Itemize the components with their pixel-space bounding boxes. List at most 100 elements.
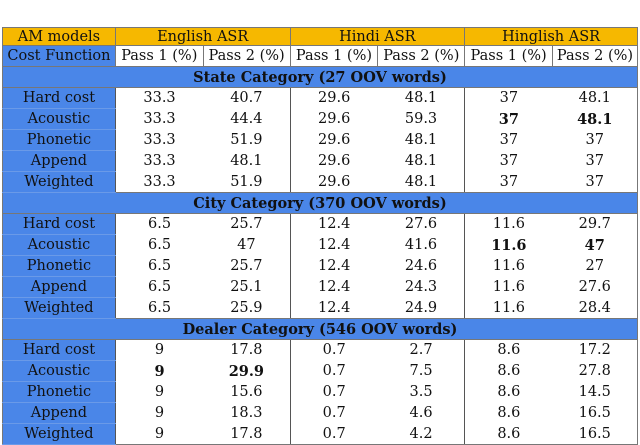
value-cell: 37 [464, 171, 553, 193]
value-cell: 8.6 [497, 363, 521, 379]
cost-function-label: Append [2, 150, 116, 172]
value-cell: 4.6 [377, 402, 466, 424]
pass-header: Pass 2 (%) [552, 45, 638, 67]
value-cell: 25.7 [203, 255, 291, 277]
value-cell: 8.6 [497, 405, 521, 421]
pass-header: Pass 1 (%) [114, 45, 204, 67]
value-cell: 33.3 [115, 171, 204, 193]
cost-function-label: Phonetic [2, 129, 116, 151]
value-cell: 29.6 [318, 132, 351, 148]
value-cell: 29.7 [552, 213, 638, 235]
table-row: Hard cost 33.3 40.7 29.6 48.1 37 48.1 [2, 87, 638, 109]
pass-header: Pass 2 (%) [202, 45, 291, 67]
hindi-asr-header: Hindi ASR [289, 27, 466, 46]
subheader-row: Cost Function Pass 1 (%) Pass 2 (%) Pass… [2, 45, 638, 67]
value-cell: 15.6 [203, 381, 291, 403]
value-cell: 37 [498, 110, 519, 128]
table-row: Append 6.5 25.1 12.4 24.3 11.6 27.6 [2, 276, 638, 298]
value-cell: 6.5 [147, 216, 172, 233]
value-cell: 6.5 [147, 258, 172, 274]
value-cell: 11.6 [464, 297, 553, 319]
value-cell: 48.1 [377, 129, 466, 151]
value-cell: 11.6 [492, 216, 526, 233]
table-row: Hard cost 6.5 25.7 12.4 27.6 11.6 29.7 [2, 213, 638, 235]
table-row: Acoustic 33.3 44.4 29.6 59.3 37 48.1 [2, 108, 638, 130]
value-cell: 37 [552, 171, 638, 193]
value-cell: 51.9 [203, 129, 291, 151]
pass-header: Pass 1 (%) [464, 45, 554, 67]
cost-function-label: Weighted [2, 171, 116, 193]
value-cell: 11.6 [492, 279, 526, 295]
value-cell: 29.6 [290, 171, 378, 193]
value-cell: 27 [552, 255, 638, 277]
category-row: Dealer Category (546 OOV words) [2, 318, 638, 340]
table-row: Phonetic 6.5 25.7 12.4 24.6 11.6 27 [2, 255, 638, 277]
header-row: AM models English ASR Hindi ASR Hinglish… [2, 27, 638, 46]
value-cell: 37 [499, 132, 519, 148]
table-row: Weighted 9 17.8 0.7 4.2 8.6 16.5 [2, 423, 638, 445]
value-cell: 37 [499, 153, 519, 169]
cost-function-label: Append [2, 276, 116, 298]
cost-function-label: Hard cost [2, 339, 116, 361]
value-cell: 18.3 [203, 402, 291, 424]
value-cell: 29.9 [203, 360, 291, 382]
value-cell: 33.3 [143, 132, 176, 148]
cost-function-label: Acoustic [2, 360, 116, 382]
value-cell: 0.7 [322, 342, 346, 359]
value-cell: 27.8 [552, 360, 638, 382]
value-cell: 3.5 [377, 381, 466, 403]
value-cell: 27.6 [552, 276, 638, 298]
value-cell: 7.5 [377, 360, 466, 382]
value-cell: 48.1 [203, 150, 291, 172]
value-cell: 9 [154, 342, 165, 359]
value-cell: 14.5 [552, 381, 638, 403]
cost-function-label: Weighted [2, 423, 116, 445]
value-cell: 47 [203, 234, 291, 256]
value-cell: 17.8 [203, 423, 291, 445]
value-cell: 47 [552, 234, 638, 256]
value-cell: 37 [552, 129, 638, 151]
cost-function-label: Phonetic [2, 255, 116, 277]
value-cell: 16.5 [552, 423, 638, 445]
value-cell: 6.5 [147, 279, 172, 295]
value-cell: 25.9 [203, 297, 291, 319]
value-cell: 9 [154, 405, 165, 421]
value-cell: 48.1 [552, 87, 638, 109]
value-cell: 12.4 [318, 258, 351, 274]
table-row: Weighted 33.3 51.9 29.6 48.1 37 37 [2, 171, 638, 193]
cost-function-header: Cost Function [2, 45, 116, 67]
value-cell: 0.7 [322, 363, 346, 379]
value-cell: 37 [552, 150, 638, 172]
value-cell: 6.5 [147, 237, 172, 253]
value-cell: 37 [499, 90, 519, 107]
value-cell: 11.6 [492, 258, 526, 274]
cost-function-label: Weighted [2, 297, 116, 319]
value-cell: 33.3 [143, 153, 176, 169]
value-cell: 9 [154, 384, 165, 400]
value-cell: 33.3 [143, 90, 176, 107]
value-cell: 17.8 [203, 339, 291, 361]
value-cell: 29.6 [318, 90, 351, 107]
value-cell: 44.4 [203, 108, 291, 130]
value-cell: 25.7 [203, 213, 291, 235]
value-cell: 27.6 [377, 213, 466, 235]
cost-function-label: Acoustic [2, 108, 116, 130]
value-cell: 29.6 [318, 153, 351, 169]
value-cell: 41.6 [377, 234, 466, 256]
results-table: AM models English ASR Hindi ASR Hinglish… [2, 27, 638, 445]
pass-header: Pass 1 (%) [289, 45, 379, 67]
value-cell: 24.3 [377, 276, 466, 298]
value-cell: 4.2 [377, 423, 466, 445]
value-cell: 9 [154, 362, 165, 380]
value-cell: 11.6 [491, 236, 527, 254]
value-cell: 17.2 [552, 339, 638, 361]
value-cell: 8.6 [497, 384, 521, 400]
value-cell: 6.5 [115, 297, 204, 319]
value-cell: 59.3 [377, 108, 466, 130]
cost-function-label: Hard cost [2, 213, 116, 235]
value-cell: 2.7 [377, 339, 466, 361]
value-cell: 24.9 [377, 297, 466, 319]
hinglish-asr-header: Hinglish ASR [464, 27, 638, 46]
value-cell: 12.4 [318, 237, 351, 253]
value-cell: 25.1 [203, 276, 291, 298]
